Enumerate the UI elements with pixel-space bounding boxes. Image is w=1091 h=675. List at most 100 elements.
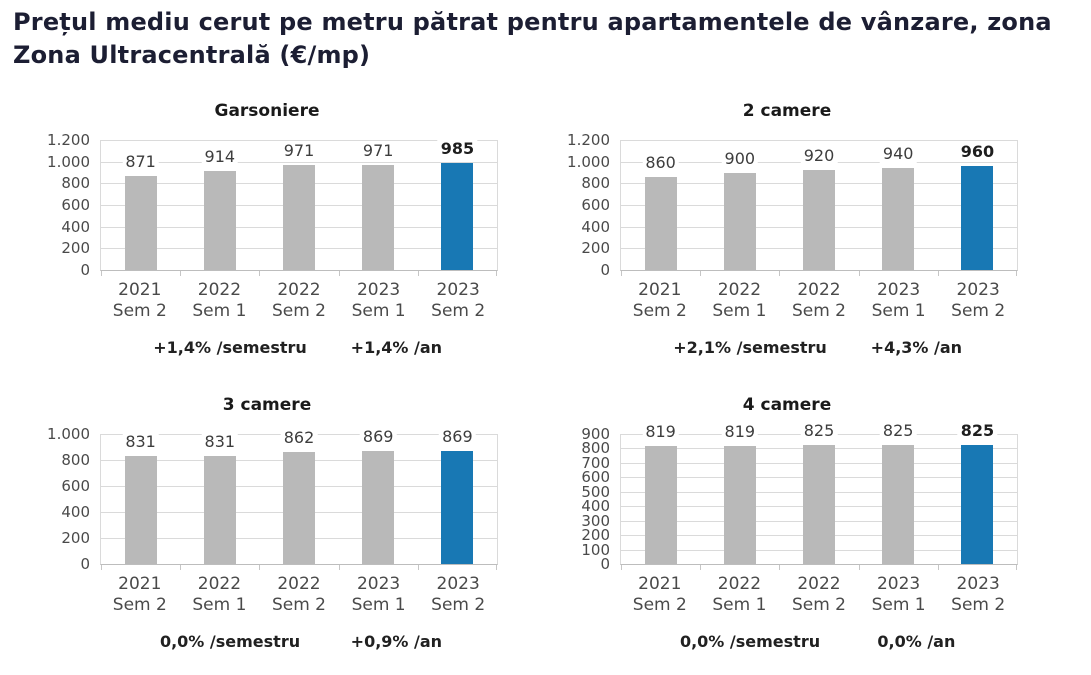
bar-value-label: 914 [201,146,239,166]
y-tick-label: 600 [61,196,90,214]
plot-area: 831 831 862 869 869 [100,427,498,570]
y-tick-label: 800 [581,174,610,193]
x-category-label: 2021 Sem 2 [112,574,167,615]
semester-change-label: 0,0% /semestru [159,632,301,651]
x-axis-tick [700,565,702,570]
bar [803,170,835,270]
bar [283,451,315,564]
bar-value-label: 985 [437,139,478,159]
y-tick-label: 600 [581,468,610,487]
x-axis-tick [779,565,781,570]
y-tick-label: 600 [61,477,90,495]
y-tick-label: 700 [581,453,610,472]
bar-highlighted [441,163,474,270]
x-category-label: 2022 Sem 2 [271,574,326,615]
bar-highlighted [961,444,994,564]
x-axis-tick [621,565,622,570]
bar [644,176,677,270]
year-change-label: 0,0% /an [877,632,956,651]
bar-value-label: 900 [721,148,759,168]
x-axis-tick [1016,565,1017,570]
x-category-label: 2023 Sem 1 [871,574,926,615]
bar-value-label: 871 [122,151,159,171]
x-axis-tick [180,565,182,570]
x-category-label: 2023 Sem 2 [951,280,1006,321]
x-category-label: 2023 Sem 2 [431,280,486,321]
x-category-label: 2022 Sem 1 [192,574,247,615]
x-axis-labels: 2021 Sem 2 2022 Sem 1 2022 Sem 2 2023 Sem 1 2023… [620,574,1018,616]
x-axis-tick [779,271,781,276]
x-axis-tick [417,565,419,570]
bar [362,451,395,564]
bar-value-label: 831 [122,431,159,451]
x-category-label: 2021 Sem 2 [112,280,167,321]
semester-change-label: 0,0% /semestru [679,632,821,651]
bar [803,444,835,564]
plot-row: 0 100 200 300 400 500 600 700 800 900 819 819 825 82… [556,420,1018,573]
x-category-label: 2022 Sem 1 [712,574,767,615]
bar [283,164,315,270]
x-axis-tick [101,271,102,276]
bar [124,175,157,270]
y-tick-label: 900 [581,425,610,443]
chart-annotations: 0,0% /semestru +0,9% /an [36,631,498,653]
y-axis: 0 200 400 600 800 1.000 [36,425,100,573]
x-axis-tick [417,271,419,276]
bar-value-label: 860 [642,152,679,172]
chart-annotations: 0,0% /semestru 0,0% /an [556,631,1018,653]
x-axis-tick [338,271,340,276]
y-tick-label: 0 [600,555,610,573]
bar-value-label: 862 [280,427,318,447]
x-axis-tick [1016,271,1017,276]
plot-row: 0 200 400 600 800 1.000 1.200 860 900 920 940 960 [556,131,1018,279]
y-axis: 0 200 400 600 800 1.000 1.200 [36,131,100,279]
x-axis-tick [259,271,261,276]
plot-row: 0 200 400 600 800 1.000 831 831 862 869 869 [36,425,498,573]
y-tick-label: 0 [600,261,610,279]
y-tick-label: 1.200 [567,131,610,149]
y-tick-label: 0 [80,261,90,279]
chart-3-camere: 3 camere 0 200 400 600 800 1.000 831 831 862 869… [36,394,498,653]
y-tick-label: 1.000 [567,152,610,171]
y-tick-label: 400 [581,217,610,236]
x-axis-labels: 2021 Sem 2 2022 Sem 1 2022 Sem 2 2023 Sem 1 2023… [100,574,498,616]
x-category-label: 2023 Sem 1 [351,280,406,321]
x-axis-tick [937,271,939,276]
x-category-label: 2021 Sem 2 [632,574,687,615]
x-category-label: 2022 Sem 2 [791,280,846,321]
y-tick-label: 100 [581,540,610,559]
plot-area: 871 914 971 971 985 [100,139,498,276]
bar-value-label: 869 [439,427,476,447]
bar [882,444,915,564]
x-axis-tick [259,565,261,570]
x-category-label: 2023 Sem 2 [431,574,486,615]
bar-highlighted [961,166,994,270]
y-tick-label: 200 [61,239,90,258]
bar-value-label: 825 [879,420,917,440]
bar [644,445,677,564]
y-tick-label: 800 [581,439,610,458]
chart-4-camere: 4 camere 0 100 200 300 400 500 600 700 800 900 81… [556,394,1018,653]
bar [203,170,236,270]
x-category-label: 2022 Sem 1 [712,280,767,321]
chart-2-camere: 2 camere 0 200 400 600 800 1.000 1.200 860 900 9… [556,100,1018,359]
x-category-label: 2022 Sem 1 [192,280,247,321]
x-category-label: 2021 Sem 2 [632,280,687,321]
x-axis-labels: 2021 Sem 2 2022 Sem 1 2022 Sem 2 2023 Sem 1 2023… [100,280,498,322]
x-axis-tick [937,565,939,570]
plot-area: 860 900 920 940 960 [620,140,1018,276]
semester-change-label: +2,1% /semestru [673,338,827,357]
bar [723,172,756,270]
y-tick-label: 400 [61,217,90,236]
y-tick-label: 1.000 [47,425,90,443]
y-tick-label: 300 [581,511,610,530]
x-axis-tick [338,565,340,570]
chart-annotations: +1,4% /semestru +1,4% /an [36,337,498,359]
bar-value-label: 920 [800,146,838,166]
y-axis: 0 100 200 300 400 500 600 700 800 900 [556,425,620,573]
x-category-label: 2023 Sem 1 [871,280,926,321]
bar-value-label: 825 [957,420,998,440]
y-tick-label: 400 [61,503,90,521]
page-title: Prețul mediu cerut pe metru pătrat pentr… [13,8,1052,69]
gridline [101,161,497,163]
